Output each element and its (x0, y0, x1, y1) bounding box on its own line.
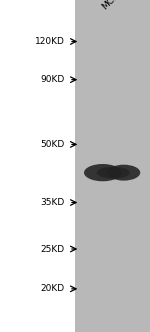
Text: 120KD: 120KD (35, 37, 64, 46)
Text: 35KD: 35KD (40, 198, 64, 207)
Text: 20KD: 20KD (40, 284, 64, 293)
Ellipse shape (107, 165, 140, 181)
Text: 90KD: 90KD (40, 75, 64, 84)
Text: 50KD: 50KD (40, 140, 64, 149)
Bar (75, 0, 150, 332)
Ellipse shape (84, 164, 122, 181)
Text: MCF-7: MCF-7 (100, 0, 126, 12)
Ellipse shape (97, 167, 130, 179)
Text: 25KD: 25KD (40, 244, 64, 254)
